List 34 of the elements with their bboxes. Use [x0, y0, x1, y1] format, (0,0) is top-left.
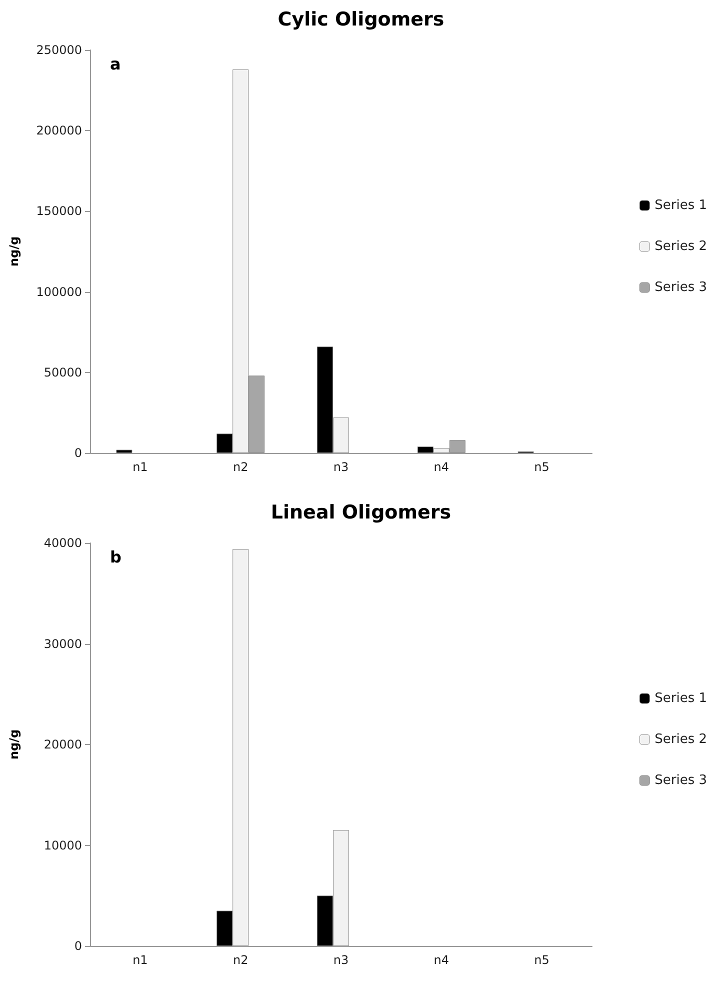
x-tick-label: n4	[434, 460, 450, 474]
y-tick-label: 40000	[44, 536, 82, 550]
y-tick-label: 0	[74, 939, 82, 953]
bar	[116, 450, 132, 453]
y-tick-label: 150000	[36, 204, 82, 218]
y-tick-label: 250000	[36, 43, 82, 57]
y-tick-label: 30000	[44, 636, 82, 651]
x-tick-label: n5	[534, 460, 550, 474]
y-tick-label: 200000	[36, 124, 82, 138]
x-tick-label: n2	[232, 953, 248, 967]
legend-label: Series 1	[654, 691, 708, 706]
y-tick-label: 10000	[44, 838, 82, 852]
legend-label: Series 1	[654, 198, 708, 213]
y-tick-label: 50000	[44, 365, 82, 380]
y-axis-title: ng/g	[7, 729, 21, 760]
y-axis-title: ng/g	[7, 236, 21, 267]
x-tick-label: n3	[333, 953, 349, 967]
y-tick-label: 20000	[44, 738, 82, 752]
x-tick-label: n3	[333, 460, 349, 474]
y-tick-label: 0	[74, 446, 82, 460]
x-tick-label: n5	[534, 953, 550, 967]
x-tick-label: n4	[434, 953, 450, 967]
x-tick-label: n1	[132, 953, 148, 967]
legend-label: Series 2	[654, 732, 708, 747]
chart-title: Cylic Oligomers	[278, 8, 444, 30]
x-tick-label: n2	[232, 460, 248, 474]
y-tick-label: 100000	[36, 284, 82, 299]
legend-label: Series 3	[654, 773, 708, 788]
x-tick-label: n1	[132, 460, 148, 474]
chart-title: Lineal Oligomers	[270, 502, 452, 524]
annotation: b	[110, 548, 122, 566]
annotation: a	[110, 54, 121, 74]
legend-label: Series 2	[654, 239, 708, 254]
legend-label: Series 3	[654, 280, 708, 295]
